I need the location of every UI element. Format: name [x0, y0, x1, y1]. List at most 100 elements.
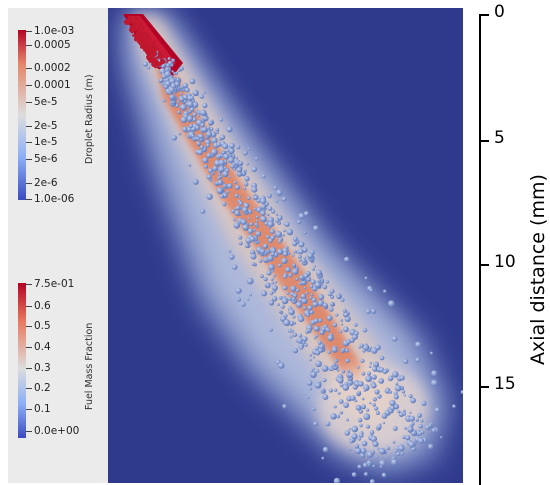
droplet — [293, 250, 297, 254]
droplet — [398, 444, 405, 452]
droplet — [292, 315, 296, 319]
droplet — [251, 166, 258, 173]
droplet — [232, 264, 238, 270]
droplet — [332, 322, 338, 328]
droplet — [266, 270, 272, 276]
droplet — [255, 230, 262, 237]
droplet — [399, 375, 405, 381]
droplet — [269, 328, 273, 332]
droplet — [197, 149, 203, 155]
droplet — [132, 33, 136, 37]
droplet — [369, 401, 372, 405]
droplet — [402, 435, 406, 440]
droplet — [304, 343, 308, 347]
droplet — [200, 145, 204, 150]
droplet — [355, 404, 362, 411]
spray-visualization — [108, 8, 463, 483]
droplet — [361, 404, 366, 410]
droplet — [366, 451, 374, 458]
droplet — [244, 243, 250, 249]
droplet — [270, 277, 274, 281]
droplet — [160, 58, 165, 63]
droplet — [277, 215, 283, 221]
droplet — [348, 384, 351, 387]
droplet — [298, 213, 305, 220]
droplet — [368, 365, 372, 368]
droplet — [159, 78, 164, 83]
droplet — [124, 21, 128, 25]
droplet — [359, 343, 364, 348]
droplet — [348, 428, 351, 431]
droplet — [313, 421, 319, 427]
droplet — [377, 424, 382, 429]
droplet — [218, 170, 221, 173]
droplet — [418, 423, 423, 429]
droplet — [345, 358, 350, 363]
droplet — [217, 172, 222, 176]
droplet — [227, 156, 235, 164]
droplet — [240, 218, 247, 225]
droplet — [327, 350, 331, 354]
droplet — [351, 425, 359, 433]
droplet — [354, 399, 358, 403]
droplet — [133, 36, 139, 42]
droplet — [278, 310, 282, 313]
droplet — [369, 288, 373, 292]
droplet — [141, 45, 146, 49]
droplet — [358, 381, 364, 387]
droplet — [264, 221, 269, 226]
droplet — [191, 134, 195, 138]
droplet — [403, 358, 409, 364]
droplet — [228, 142, 235, 149]
fuel-colorbar-title: Fuel Mass Fraction — [84, 322, 95, 410]
droplet — [253, 207, 257, 211]
droplet — [278, 362, 285, 369]
droplet — [222, 143, 229, 150]
droplet — [143, 32, 148, 37]
droplet — [249, 249, 256, 255]
droplet — [179, 66, 184, 71]
droplet — [173, 72, 176, 75]
droplet — [282, 404, 287, 409]
droplet — [382, 369, 388, 375]
droplet — [303, 272, 309, 279]
droplet — [330, 368, 334, 371]
droplet — [328, 307, 334, 312]
droplet — [363, 413, 371, 421]
droplet — [288, 273, 293, 278]
droplet — [260, 215, 267, 223]
droplet — [177, 110, 181, 114]
droplet — [291, 254, 295, 257]
droplet — [417, 412, 422, 418]
droplet — [151, 54, 155, 58]
axial-axis — [479, 14, 481, 485]
droplet — [339, 330, 343, 334]
droplet — [162, 99, 166, 103]
droplet — [381, 412, 388, 419]
droplet — [388, 300, 395, 307]
droplet — [375, 411, 380, 415]
droplet — [184, 87, 190, 93]
droplet — [303, 231, 307, 235]
droplet — [186, 126, 192, 133]
droplet — [209, 127, 214, 131]
droplet — [228, 176, 231, 179]
droplet — [348, 372, 354, 378]
droplet — [168, 86, 175, 93]
droplet — [249, 236, 256, 242]
droplet — [415, 341, 422, 348]
droplet — [393, 394, 399, 400]
droplet — [228, 147, 235, 154]
droplet — [205, 131, 213, 138]
droplet — [291, 297, 296, 301]
droplet — [374, 362, 379, 367]
droplet — [408, 441, 416, 448]
droplet — [219, 117, 224, 122]
droplet — [242, 224, 249, 231]
droplet — [177, 100, 181, 104]
droplet — [322, 302, 328, 308]
droplet — [339, 411, 343, 415]
droplet — [369, 346, 372, 349]
droplet — [394, 384, 402, 392]
droplet — [375, 455, 379, 458]
